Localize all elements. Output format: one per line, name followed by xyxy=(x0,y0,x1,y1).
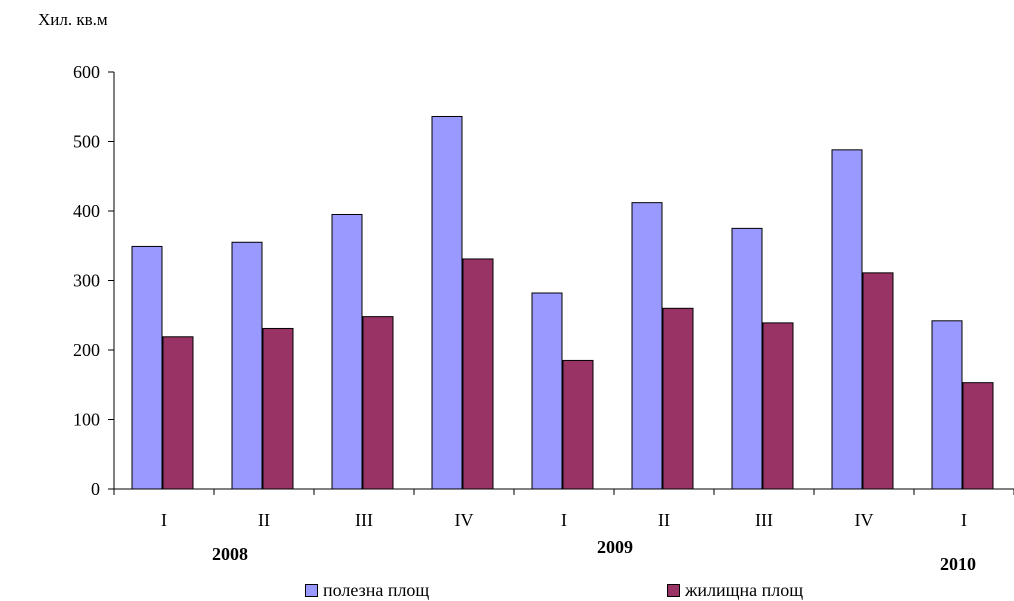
y-tick-label-4: 400 xyxy=(73,201,100,221)
bar-series-2-5 xyxy=(663,308,693,489)
y-tick-label-6: 600 xyxy=(73,62,100,82)
y-tick-label-1: 100 xyxy=(73,410,100,430)
x-tick-label-4: I xyxy=(561,510,567,530)
bar-series-2-1 xyxy=(263,328,293,489)
y-tick-label-2: 200 xyxy=(73,340,100,360)
x-tick-label-0: I xyxy=(161,510,167,530)
x-tick-label-5: II xyxy=(658,510,670,530)
bar-series-1-3 xyxy=(432,116,462,489)
bar-series-2-8 xyxy=(963,383,993,489)
bar-series-1-5 xyxy=(632,203,662,489)
bar-series-1-7 xyxy=(832,150,862,489)
bar-series-2-6 xyxy=(763,323,793,489)
x-tick-label-3: IV xyxy=(455,510,474,530)
bar-series-2-4 xyxy=(563,360,593,489)
legend-label-series-1: полезна площ xyxy=(323,580,429,601)
chart-bars xyxy=(132,116,993,489)
bar-series-2-0 xyxy=(163,337,193,489)
bar-series-2-7 xyxy=(863,273,893,489)
bar-series-1-1 xyxy=(232,242,262,489)
year-label-2009: 2009 xyxy=(597,537,633,558)
year-label-2008: 2008 xyxy=(212,544,248,565)
bar-series-1-8 xyxy=(932,321,962,489)
y-tick-label-0: 0 xyxy=(91,479,100,499)
bar-series-2-2 xyxy=(363,317,393,489)
legend-swatch-series-1 xyxy=(305,584,318,597)
x-tick-label-7: IV xyxy=(855,510,874,530)
bar-series-1-0 xyxy=(132,246,162,489)
legend-item-series-1: полезна площ xyxy=(305,580,429,601)
legend-item-series-2: жилищна площ xyxy=(667,580,803,601)
bar-series-1-6 xyxy=(732,228,762,489)
x-tick-label-6: III xyxy=(755,510,773,530)
y-tick-label-5: 500 xyxy=(73,132,100,152)
x-tick-label-1: II xyxy=(258,510,270,530)
bar-series-1-2 xyxy=(332,214,362,489)
bar-series-2-3 xyxy=(463,259,493,489)
y-axis-unit-label: Хил. кв.м xyxy=(38,10,108,30)
legend-label-series-2: жилищна площ xyxy=(685,580,803,601)
year-label-2010: 2010 xyxy=(940,554,976,575)
legend-swatch-series-2 xyxy=(667,584,680,597)
x-tick-label-2: III xyxy=(355,510,373,530)
x-tick-label-8: I xyxy=(961,510,967,530)
bar-series-1-4 xyxy=(532,293,562,489)
y-tick-label-3: 300 xyxy=(73,271,100,291)
